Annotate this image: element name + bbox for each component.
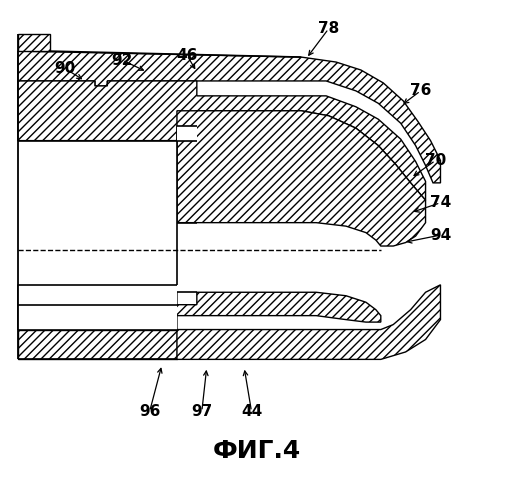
Polygon shape bbox=[177, 285, 441, 360]
Polygon shape bbox=[18, 285, 177, 304]
Text: 44: 44 bbox=[241, 404, 262, 419]
Polygon shape bbox=[177, 222, 197, 292]
Polygon shape bbox=[18, 304, 177, 330]
Text: 70: 70 bbox=[425, 153, 446, 168]
Polygon shape bbox=[18, 285, 381, 330]
Polygon shape bbox=[18, 330, 177, 360]
Text: 97: 97 bbox=[191, 404, 212, 419]
Text: 74: 74 bbox=[430, 196, 451, 210]
Polygon shape bbox=[177, 126, 197, 140]
Text: 94: 94 bbox=[430, 228, 451, 242]
Polygon shape bbox=[18, 51, 441, 183]
Text: 92: 92 bbox=[111, 52, 133, 68]
Polygon shape bbox=[18, 34, 50, 51]
Text: 78: 78 bbox=[318, 21, 339, 36]
Text: 46: 46 bbox=[176, 48, 198, 62]
Polygon shape bbox=[18, 140, 177, 285]
Polygon shape bbox=[18, 81, 426, 200]
Text: 90: 90 bbox=[54, 61, 76, 76]
Text: ФИГ.4: ФИГ.4 bbox=[212, 440, 301, 464]
Text: 96: 96 bbox=[139, 404, 160, 419]
Text: 76: 76 bbox=[410, 84, 431, 98]
Polygon shape bbox=[177, 111, 426, 246]
